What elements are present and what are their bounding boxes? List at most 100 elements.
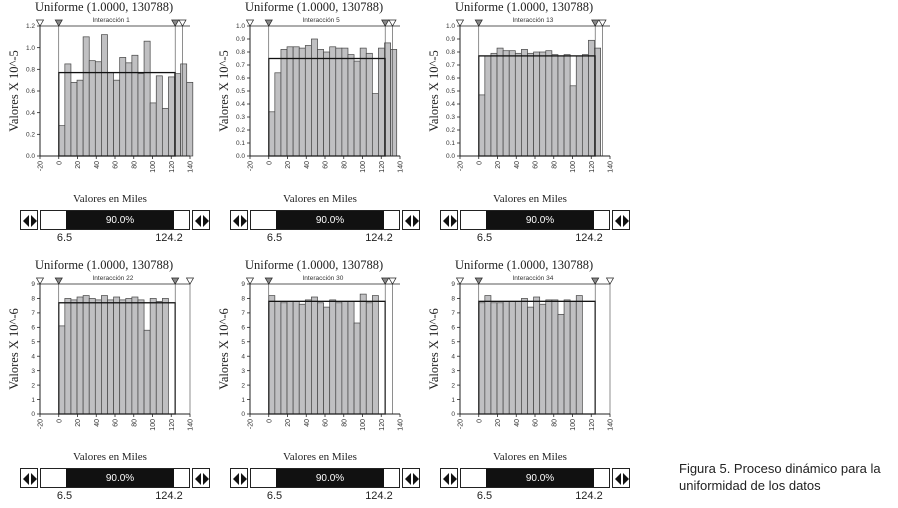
left-range-stepper[interactable] [20, 468, 38, 488]
range-marker-triangle[interactable] [264, 19, 273, 27]
right-range-stepper[interactable] [192, 210, 210, 230]
range-track[interactable]: 90.0% [460, 468, 610, 488]
x-tick-label: 20 [495, 419, 502, 427]
range-marker-triangle[interactable] [54, 19, 63, 27]
range-marker-triangle[interactable] [591, 19, 600, 27]
range-track[interactable]: 90.0% [250, 210, 400, 230]
range-marker-triangle[interactable] [54, 277, 63, 285]
range-track[interactable]: 90.0% [250, 468, 400, 488]
range-marker-triangle[interactable] [245, 19, 255, 27]
range-track[interactable]: 90.0% [40, 210, 190, 230]
histogram-bar [490, 52, 498, 157]
histogram-bar [58, 325, 66, 415]
range-marker-triangle[interactable] [455, 19, 465, 27]
arrow-right-shape [623, 473, 629, 485]
y-tick-label: 0 [241, 411, 245, 418]
range-fill[interactable]: 90.0% [275, 211, 385, 229]
histogram-bar [341, 300, 349, 415]
histogram-bar [359, 47, 367, 157]
right-range-stepper[interactable] [612, 210, 630, 230]
arrow-left-shape [443, 473, 449, 485]
range-track[interactable]: 90.0% [460, 210, 610, 230]
range-marker-triangle[interactable] [605, 277, 615, 285]
y-tick-label: 0.5 [236, 88, 245, 95]
y-tick-label: 7 [31, 310, 35, 317]
x-tick-label: 20 [285, 161, 292, 169]
double-arrow-icon [195, 215, 209, 227]
y-tick-label: 0.0 [236, 153, 245, 160]
y-tick-label: 1 [241, 397, 245, 404]
arrow-right-shape [203, 473, 209, 485]
range-track[interactable]: 90.0% [40, 468, 190, 488]
left-range-stepper[interactable] [20, 210, 38, 230]
histogram-bar [280, 302, 288, 415]
histogram-bar [317, 302, 324, 415]
left-range-stepper[interactable] [440, 468, 458, 488]
y-tick-label: 5 [241, 339, 245, 346]
right-range-stepper[interactable] [402, 210, 420, 230]
histogram-bar [575, 55, 583, 157]
range-marker-triangle[interactable] [178, 19, 187, 27]
range-marker-triangle[interactable] [591, 277, 600, 285]
right-range-stepper[interactable] [612, 468, 630, 488]
y-tick-label: 3 [241, 368, 245, 375]
y-tick-label: 2 [241, 382, 245, 389]
y-tick-label: 6 [451, 325, 455, 332]
histogram-bar [131, 296, 139, 415]
range-marker-triangle[interactable] [388, 19, 397, 27]
histogram-bar [347, 300, 355, 415]
x-axis-label: Valores en Miles [283, 193, 357, 205]
left-range-stepper[interactable] [230, 210, 248, 230]
arrow-left-shape [615, 473, 621, 485]
range-marker-triangle[interactable] [264, 277, 273, 285]
arrow-left-shape [615, 215, 621, 227]
figure-caption: Figura 5. Proceso dinámico para la unifo… [679, 460, 894, 494]
range-marker-triangle[interactable] [185, 277, 195, 285]
double-arrow-icon [23, 215, 37, 227]
histogram-bar [521, 49, 528, 157]
histogram-bar [143, 40, 151, 157]
histogram-bar [125, 298, 133, 415]
range-marker-triangle[interactable] [388, 277, 397, 285]
range-fill[interactable]: 90.0% [65, 469, 175, 487]
y-tick-label: 9 [451, 281, 455, 288]
chart-subtitle: Interacción 30 [303, 275, 344, 282]
range-fill[interactable]: 90.0% [485, 211, 595, 229]
range-marker-triangle[interactable] [474, 19, 483, 27]
histogram-bar [353, 60, 361, 157]
range-marker-triangle[interactable] [35, 19, 45, 27]
range-marker-triangle[interactable] [245, 277, 255, 285]
histogram-bar [125, 62, 133, 157]
y-tick-label: 0.4 [446, 101, 455, 108]
range-marker-triangle[interactable] [598, 19, 607, 27]
range-marker-triangle[interactable] [171, 277, 180, 285]
left-range-stepper[interactable] [230, 468, 248, 488]
range-marker-triangle[interactable] [381, 19, 390, 27]
histogram-bar [551, 54, 559, 157]
range-marker-triangle[interactable] [474, 277, 483, 285]
right-range-stepper[interactable] [192, 468, 210, 488]
left-range-stepper[interactable] [440, 210, 458, 230]
range-marker-triangle[interactable] [455, 277, 465, 285]
range-fill[interactable]: 90.0% [275, 469, 385, 487]
histogram-bar [168, 76, 175, 157]
x-tick-label: 0 [476, 161, 483, 165]
histogram-bar [502, 50, 510, 157]
x-tick-label: 40 [304, 419, 311, 427]
x-axis-label: Valores en Miles [283, 451, 357, 463]
range-high-value: 124.2 [575, 490, 603, 502]
range-marker-triangle[interactable] [171, 19, 180, 27]
histogram-bar [335, 47, 343, 157]
x-tick-label: 40 [304, 161, 311, 169]
chart-panel: Uniforme (1.0000, 130788) Interacción 5 0.… [215, 0, 427, 250]
chart-title: Uniforme (1.0000, 130788) [245, 0, 384, 14]
range-fill[interactable]: 90.0% [485, 469, 595, 487]
x-tick-label: 20 [75, 419, 82, 427]
range-fill[interactable]: 90.0% [65, 211, 175, 229]
right-range-stepper[interactable] [402, 468, 420, 488]
histogram-bar [365, 52, 373, 157]
y-tick-label: 0.1 [446, 140, 455, 147]
range-marker-triangle[interactable] [381, 277, 390, 285]
x-tick-label: 80 [341, 419, 348, 427]
range-marker-triangle[interactable] [35, 277, 45, 285]
